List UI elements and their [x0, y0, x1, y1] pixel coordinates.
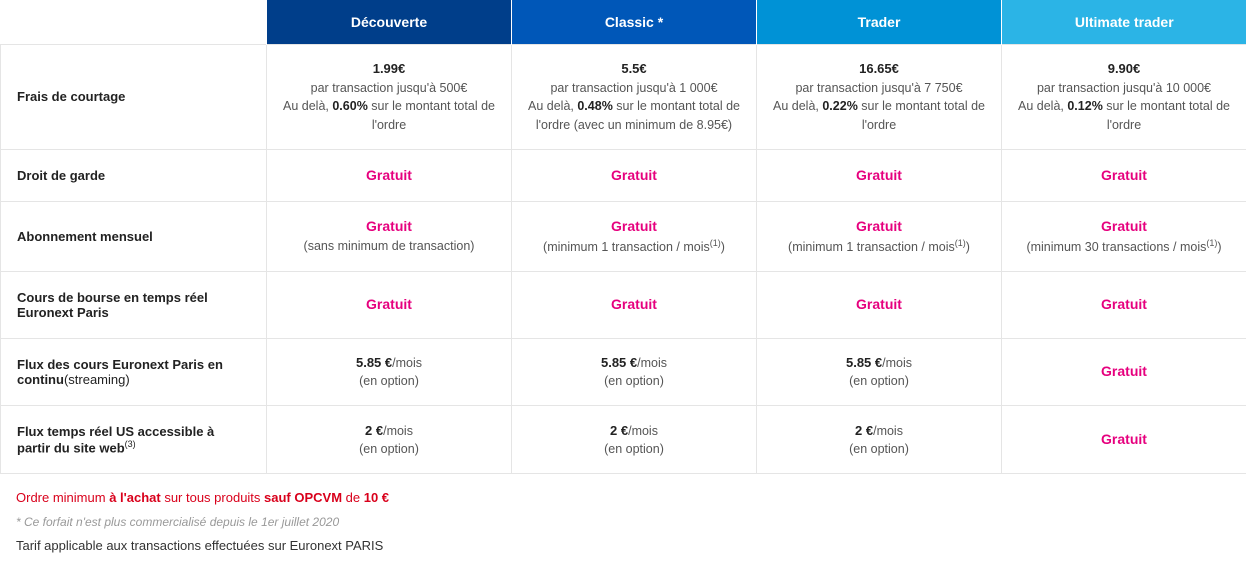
footnote-min-order: Ordre minimum à l'achat sur tous produit…: [16, 486, 1230, 511]
cell-fluxeu-decouverte: 5.85 €/mois (en option): [267, 338, 512, 406]
cell-fluxus-classic: 2 €/mois (en option): [512, 406, 757, 474]
label-abonnement: Abonnement mensuel: [1, 201, 267, 271]
line2: Au delà, 0.22% sur le montant total de l…: [773, 97, 985, 135]
abo-sub: (minimum 1 transaction / mois(1)): [528, 237, 740, 257]
cell-garde-ultimate: Gratuit: [1002, 149, 1246, 201]
footnote-euronext: Tarif applicable aux transactions effect…: [16, 534, 1230, 559]
cell-abo-trader: Gratuit (minimum 1 transaction / mois(1)…: [757, 201, 1002, 271]
price: 2 €: [365, 423, 383, 438]
cell-cours-classic: Gratuit: [512, 271, 757, 338]
gratuit-text: Gratuit: [366, 167, 412, 183]
row-flux-us: Flux temps réel US accessible à partir d…: [1, 406, 1246, 474]
row-cours-euronext: Cours de bourse en temps réel Euronext P…: [1, 271, 1246, 338]
cell-abo-ultimate: Gratuit (minimum 30 transactions / mois(…: [1002, 201, 1246, 271]
gratuit-text: Gratuit: [611, 296, 657, 312]
header-row: Découverte Classic * Trader Ultimate tra…: [1, 0, 1246, 45]
cell-fluxus-decouverte: 2 €/mois (en option): [267, 406, 512, 474]
cell-fluxus-trader: 2 €/mois (en option): [757, 406, 1002, 474]
label-flux-us: Flux temps réel US accessible à partir d…: [1, 406, 267, 474]
footnotes: Ordre minimum à l'achat sur tous produit…: [0, 474, 1246, 578]
plan-header-ultimate: Ultimate trader: [1002, 0, 1246, 45]
price: 5.5€: [621, 61, 646, 76]
cell-garde-trader: Gratuit: [757, 149, 1002, 201]
line2: Au delà, 0.48% sur le montant total de l…: [528, 97, 740, 135]
cell-garde-classic: Gratuit: [512, 149, 757, 201]
gratuit-text: Gratuit: [366, 218, 412, 234]
cell-frais-trader: 16.65€ par transaction jusqu'à 7 750€ Au…: [757, 45, 1002, 150]
line2: Au delà, 0.12% sur le montant total de l…: [1018, 97, 1230, 135]
row-frais-courtage: Frais de courtage 1.99€ par transaction …: [1, 45, 1246, 150]
price: 9.90€: [1108, 61, 1141, 76]
gratuit-text: Gratuit: [856, 218, 902, 234]
label-frais-courtage: Frais de courtage: [1, 45, 267, 150]
price: 5.85 €: [846, 355, 882, 370]
row-abonnement: Abonnement mensuel Gratuit (sans minimum…: [1, 201, 1246, 271]
cell-cours-trader: Gratuit: [757, 271, 1002, 338]
gratuit-text: Gratuit: [1101, 167, 1147, 183]
gratuit-text: Gratuit: [611, 167, 657, 183]
price: 2 €: [610, 423, 628, 438]
cell-fluxeu-classic: 5.85 €/mois (en option): [512, 338, 757, 406]
cell-frais-classic: 5.5€ par transaction jusqu'à 1 000€ Au d…: [512, 45, 757, 150]
row-flux-euronext: Flux des cours Euronext Paris en continu…: [1, 338, 1246, 406]
line1: par transaction jusqu'à 10 000€: [1018, 79, 1230, 98]
gratuit-text: Gratuit: [1101, 218, 1147, 234]
cell-garde-decouverte: Gratuit: [267, 149, 512, 201]
cell-frais-ultimate: 9.90€ par transaction jusqu'à 10 000€ Au…: [1002, 45, 1246, 150]
plan-header-decouverte: Découverte: [267, 0, 512, 45]
plan-header-classic: Classic *: [512, 0, 757, 45]
row-droit-garde: Droit de garde Gratuit Gratuit Gratuit G…: [1, 149, 1246, 201]
abo-sub: (minimum 30 transactions / mois(1)): [1018, 237, 1230, 257]
abo-sub: (minimum 1 transaction / mois(1)): [773, 237, 985, 257]
price: 1.99€: [373, 61, 406, 76]
gratuit-text: Gratuit: [366, 296, 412, 312]
pricing-table: Découverte Classic * Trader Ultimate tra…: [0, 0, 1246, 474]
option: (en option): [528, 372, 740, 391]
cell-cours-ultimate: Gratuit: [1002, 271, 1246, 338]
cell-cours-decouverte: Gratuit: [267, 271, 512, 338]
cell-abo-decouverte: Gratuit (sans minimum de transaction): [267, 201, 512, 271]
cell-frais-decouverte: 1.99€ par transaction jusqu'à 500€ Au de…: [267, 45, 512, 150]
footnote-discontinued: * Ce forfait n'est plus commercialisé de…: [16, 511, 1230, 534]
gratuit-text: Gratuit: [856, 167, 902, 183]
gratuit-text: Gratuit: [1101, 431, 1147, 447]
abo-sub: (sans minimum de transaction): [283, 237, 495, 256]
price: 2 €: [855, 423, 873, 438]
line1: par transaction jusqu'à 500€: [283, 79, 495, 98]
gratuit-text: Gratuit: [856, 296, 902, 312]
gratuit-text: Gratuit: [1101, 363, 1147, 379]
label-flux-euronext: Flux des cours Euronext Paris en continu…: [1, 338, 267, 406]
cell-fluxeu-ultimate: Gratuit: [1002, 338, 1246, 406]
label-droit-garde: Droit de garde: [1, 149, 267, 201]
price: 5.85 €: [356, 355, 392, 370]
price: 5.85 €: [601, 355, 637, 370]
label-cours-euronext: Cours de bourse en temps réel Euronext P…: [1, 271, 267, 338]
line2: Au delà, 0.60% sur le montant total de l…: [283, 97, 495, 135]
cell-abo-classic: Gratuit (minimum 1 transaction / mois(1)…: [512, 201, 757, 271]
line1: par transaction jusqu'à 7 750€: [773, 79, 985, 98]
gratuit-text: Gratuit: [1101, 296, 1147, 312]
price: 16.65€: [859, 61, 899, 76]
line1: par transaction jusqu'à 1 000€: [528, 79, 740, 98]
plan-header-trader: Trader: [757, 0, 1002, 45]
option: (en option): [283, 372, 495, 391]
option: (en option): [528, 440, 740, 459]
cell-fluxeu-trader: 5.85 €/mois (en option): [757, 338, 1002, 406]
option: (en option): [773, 440, 985, 459]
header-empty: [1, 0, 267, 45]
option: (en option): [773, 372, 985, 391]
option: (en option): [283, 440, 495, 459]
cell-fluxus-ultimate: Gratuit: [1002, 406, 1246, 474]
gratuit-text: Gratuit: [611, 218, 657, 234]
